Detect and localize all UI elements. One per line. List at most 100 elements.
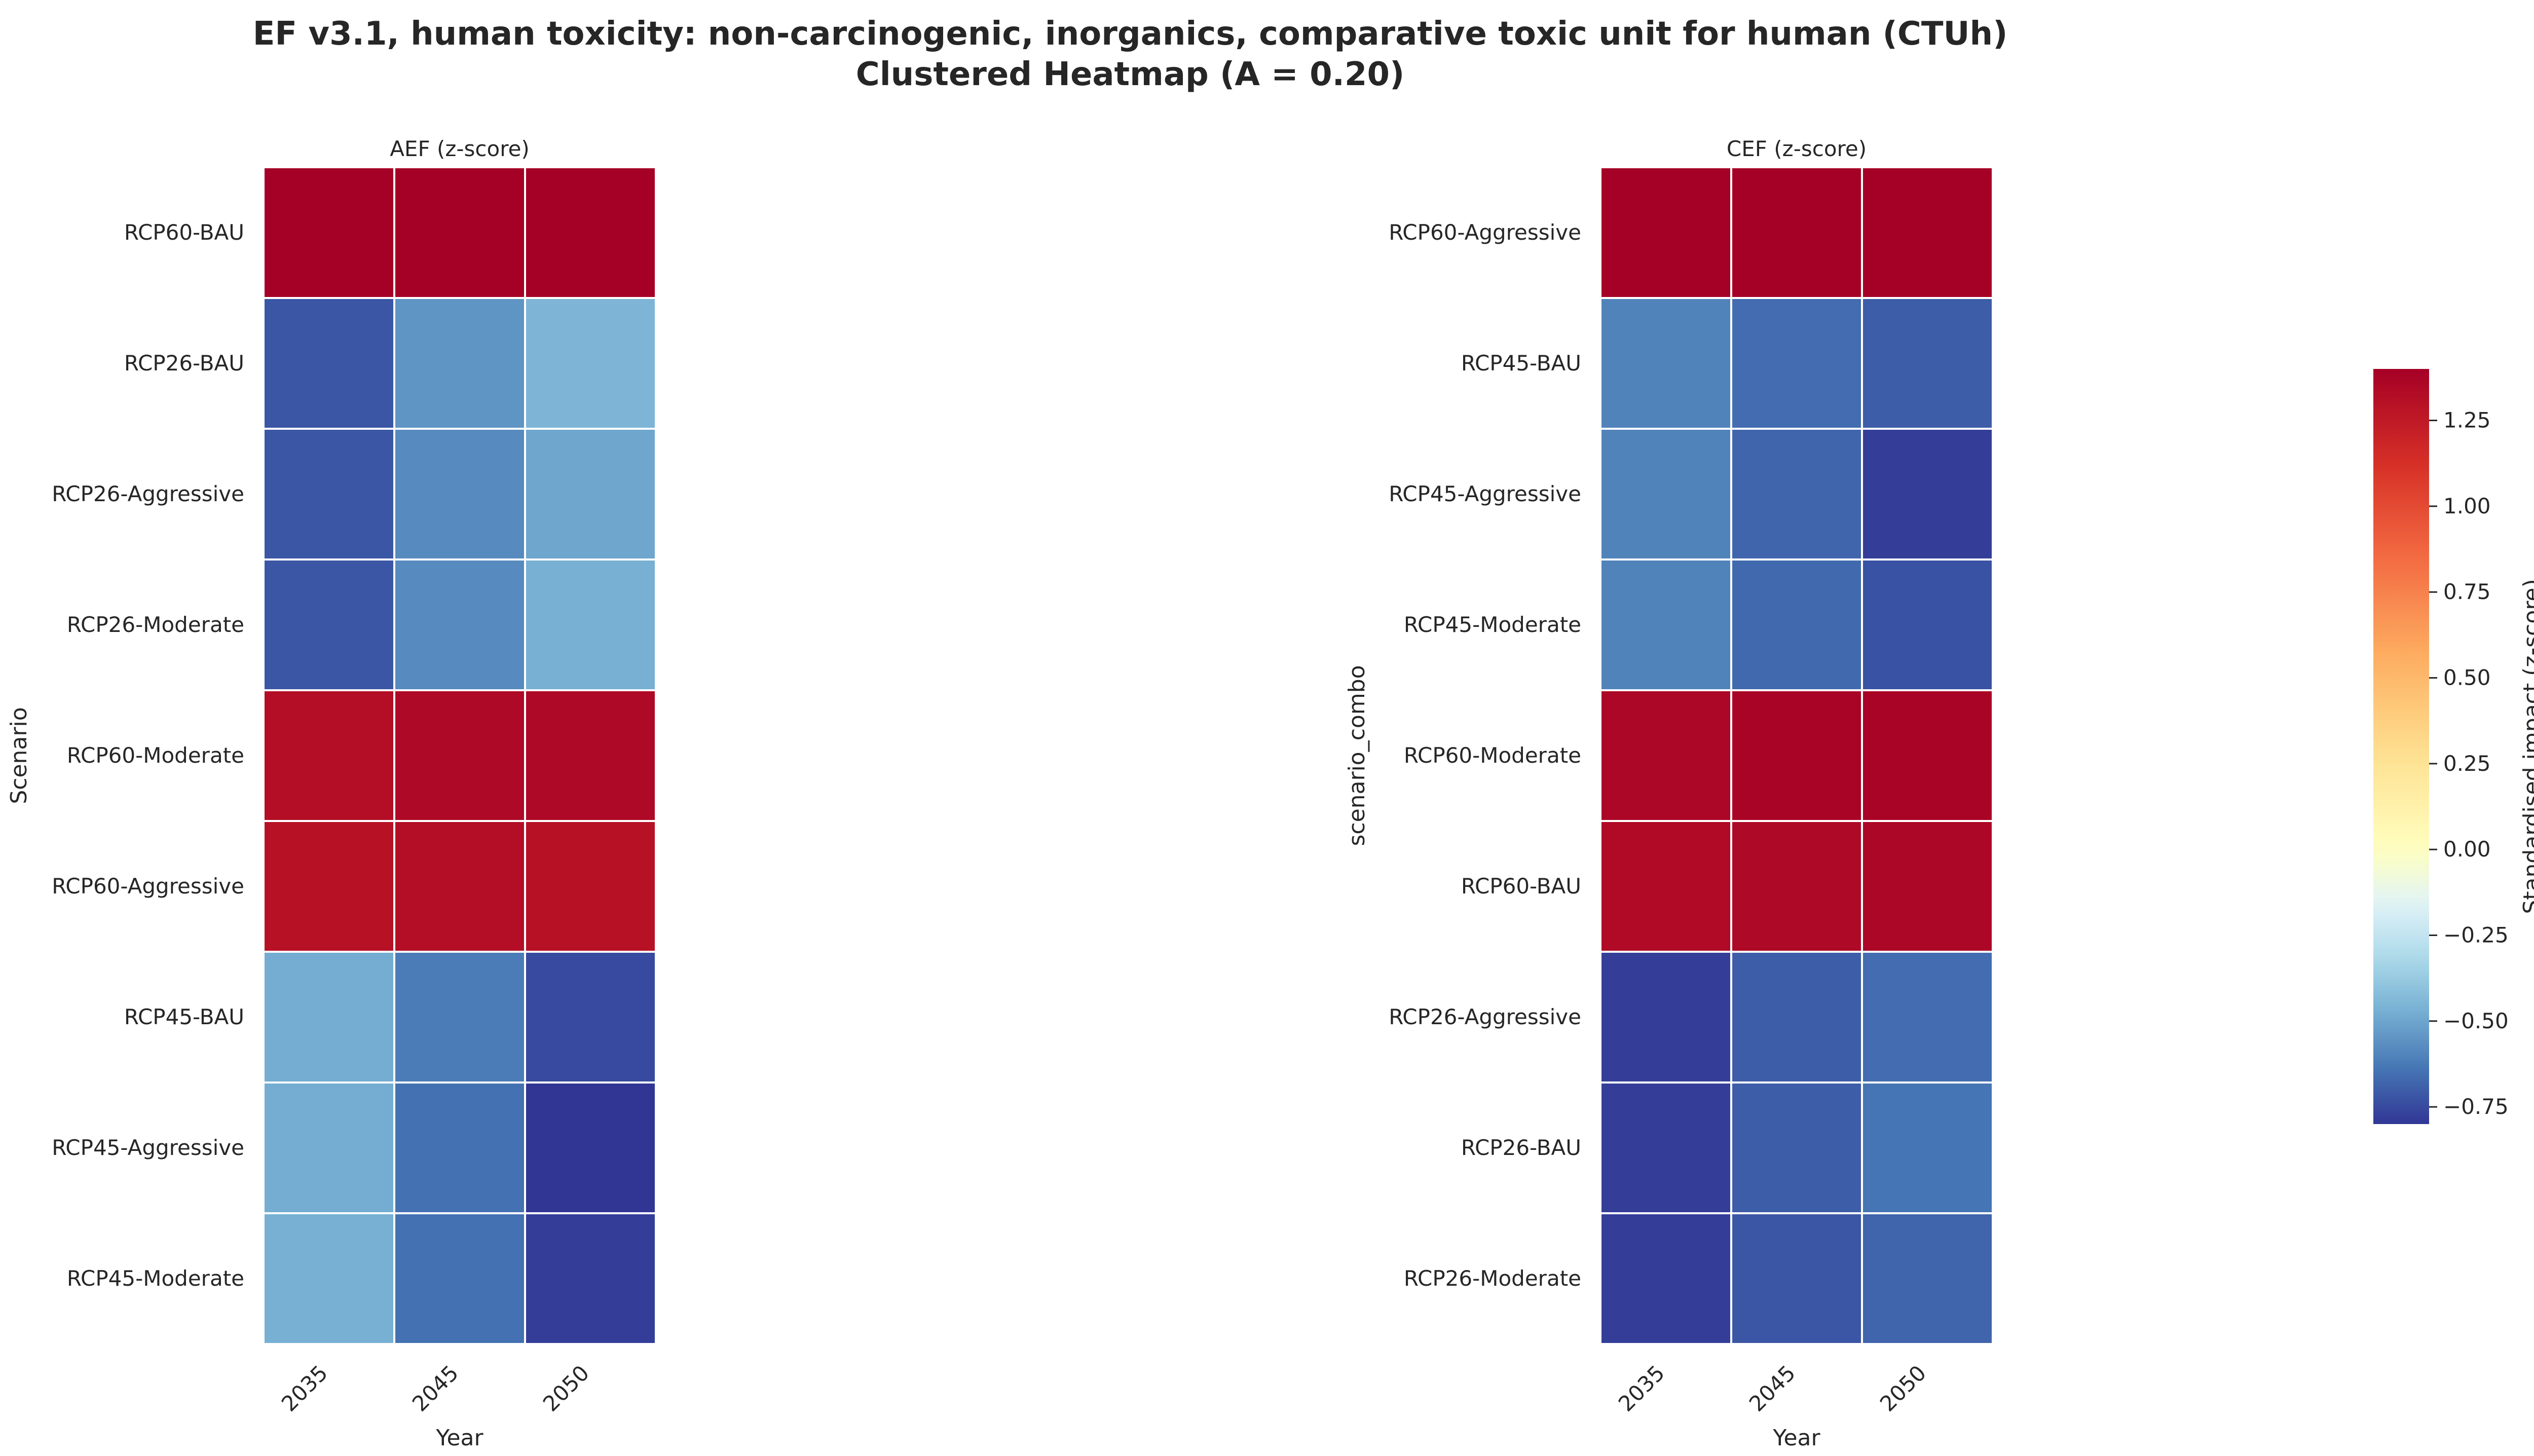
heatmap-cell <box>1730 820 1863 953</box>
heatmap-cell <box>1861 1212 1994 1345</box>
heatmap-panel-cef: CEF (z-score) RCP60-Aggressive RCP45-BAU RC… <box>1344 136 1994 1451</box>
heatmap-cell <box>1861 820 1994 953</box>
heatmap-cell <box>524 1212 657 1345</box>
heatmap-cell <box>1861 951 1994 1084</box>
heatmap-cell <box>524 951 657 1084</box>
heatmap-cell <box>393 558 526 691</box>
y-tick-label: RCP45-Aggressive <box>1389 481 1581 506</box>
heatmap-cell <box>1730 689 1863 822</box>
heatmap-cell <box>393 820 526 953</box>
heatmap-cell <box>1599 558 1732 691</box>
heatmap-cell <box>1861 1081 1994 1214</box>
x-axis-label: Year <box>435 1425 483 1451</box>
y-tick-label: RCP26-Moderate <box>67 612 244 637</box>
heatmap-cell <box>1730 297 1863 430</box>
heatmap-cell <box>1599 428 1732 561</box>
colorbar-tick-label: 1.25 <box>2443 408 2491 433</box>
y-tick-label: RCP45-BAU <box>124 1004 244 1029</box>
heatmap-cell <box>1861 166 1994 299</box>
heatmap-panel-aef: AEF (z-score) RCP60-BAU RCP26-BAU RCP26-Agg… <box>6 136 657 1451</box>
heatmap-cell <box>263 166 395 299</box>
y-tick-label: RCP26-BAU <box>1461 1135 1581 1160</box>
colorbar-tick-label: −0.25 <box>2443 923 2509 948</box>
colorbar-tick-label: 0.00 <box>2443 837 2491 862</box>
panel-title: CEF (z-score) <box>1727 136 1867 161</box>
colorbar-tick-label: 0.25 <box>2443 751 2491 776</box>
heatmap-cell <box>263 1081 395 1214</box>
colorbar: −0.75−0.50−0.250.000.250.500.751.001.25 … <box>2373 369 2534 1124</box>
heatmap-cell <box>393 1081 526 1214</box>
colorbar-tick-label: −0.75 <box>2443 1094 2509 1119</box>
heatmap-cell <box>1599 1081 1732 1214</box>
colorbar-tick-label: −0.50 <box>2443 1009 2509 1033</box>
x-tick-label: 2050 <box>538 1360 594 1416</box>
heatmap-cell <box>524 166 657 299</box>
heatmap-cell <box>263 820 395 953</box>
heatmap-cell <box>263 1212 395 1345</box>
figure-title: EF v3.1, human toxicity: non-carcinogeni… <box>253 15 2008 53</box>
y-tick-label: RCP60-BAU <box>124 220 244 245</box>
colorbar-label: Standardised impact (z-score) <box>2519 579 2534 914</box>
heatmap-cell <box>1861 297 1994 430</box>
y-tick-label: RCP60-Aggressive <box>52 874 244 899</box>
heatmap-cell <box>263 428 395 561</box>
heatmap-cell <box>1599 820 1732 953</box>
heatmap-cell <box>393 428 526 561</box>
x-tick-label: 2045 <box>1744 1360 1800 1416</box>
heatmap-cell <box>393 1212 526 1345</box>
y-tick-label: RCP60-Aggressive <box>1389 220 1581 245</box>
heatmap-cell <box>1599 1212 1732 1345</box>
colorbar-gradient <box>2373 369 2429 1124</box>
heatmap-cell <box>1730 428 1863 561</box>
colorbar-tick-label: 1.00 <box>2443 494 2491 518</box>
heatmap-cell <box>1599 297 1732 430</box>
heatmap-cell <box>524 820 657 953</box>
x-tick-label: 2035 <box>277 1360 332 1416</box>
heatmap-cell <box>263 951 395 1084</box>
heatmap-cell <box>524 558 657 691</box>
y-tick-label: RCP26-Aggressive <box>52 481 244 506</box>
x-tick-label: 2045 <box>407 1360 463 1416</box>
heatmap-cell <box>1861 558 1994 691</box>
y-tick-label: RCP45-Moderate <box>1404 612 1581 637</box>
heatmap-cell <box>524 297 657 430</box>
heatmap-cell <box>393 689 526 822</box>
y-tick-label: RCP60-Moderate <box>1404 743 1581 768</box>
y-tick-label: RCP60-Moderate <box>67 743 244 768</box>
heatmap-cell <box>1730 1081 1863 1214</box>
y-tick-label: RCP26-Moderate <box>1404 1266 1581 1291</box>
heatmap-cell <box>263 558 395 691</box>
heatmap-cell <box>393 166 526 299</box>
heatmap-cell <box>1599 951 1732 1084</box>
y-tick-label: RCP26-Aggressive <box>1389 1004 1581 1029</box>
heatmap-cell <box>263 689 395 822</box>
heatmap-cell <box>393 297 526 430</box>
heatmap-cell <box>524 1081 657 1214</box>
x-axis-label: Year <box>1772 1425 1820 1451</box>
heatmap-cell <box>1730 951 1863 1084</box>
y-axis-label: Scenario <box>6 707 32 804</box>
colorbar-tick-label: 0.50 <box>2443 665 2491 690</box>
x-tick-label: 2050 <box>1875 1360 1931 1416</box>
heatmap-cell <box>1599 689 1732 822</box>
heatmap-cell <box>1861 689 1994 822</box>
y-tick-label: RCP45-Moderate <box>67 1266 244 1291</box>
heatmap-cell <box>1730 166 1863 299</box>
heatmap-cell <box>1599 166 1732 299</box>
heatmap-cell <box>263 297 395 430</box>
y-tick-label: RCP45-Aggressive <box>52 1135 244 1160</box>
panel-title: AEF (z-score) <box>390 136 530 161</box>
y-tick-label: RCP60-BAU <box>1461 874 1581 899</box>
y-tick-label: RCP45-BAU <box>1461 351 1581 376</box>
figure-subtitle: Clustered Heatmap (A = 0.20) <box>856 56 1404 93</box>
y-tick-label: RCP26-BAU <box>124 351 244 376</box>
y-axis-label: scenario_combo <box>1344 665 1370 846</box>
heatmap-cell <box>524 428 657 561</box>
heatmap-cell <box>1730 1212 1863 1345</box>
heatmap-cell <box>524 689 657 822</box>
x-tick-label: 2035 <box>1614 1360 1669 1416</box>
heatmap-cell <box>1861 428 1994 561</box>
heatmap-cell <box>1730 558 1863 691</box>
heatmap-cell <box>393 951 526 1084</box>
